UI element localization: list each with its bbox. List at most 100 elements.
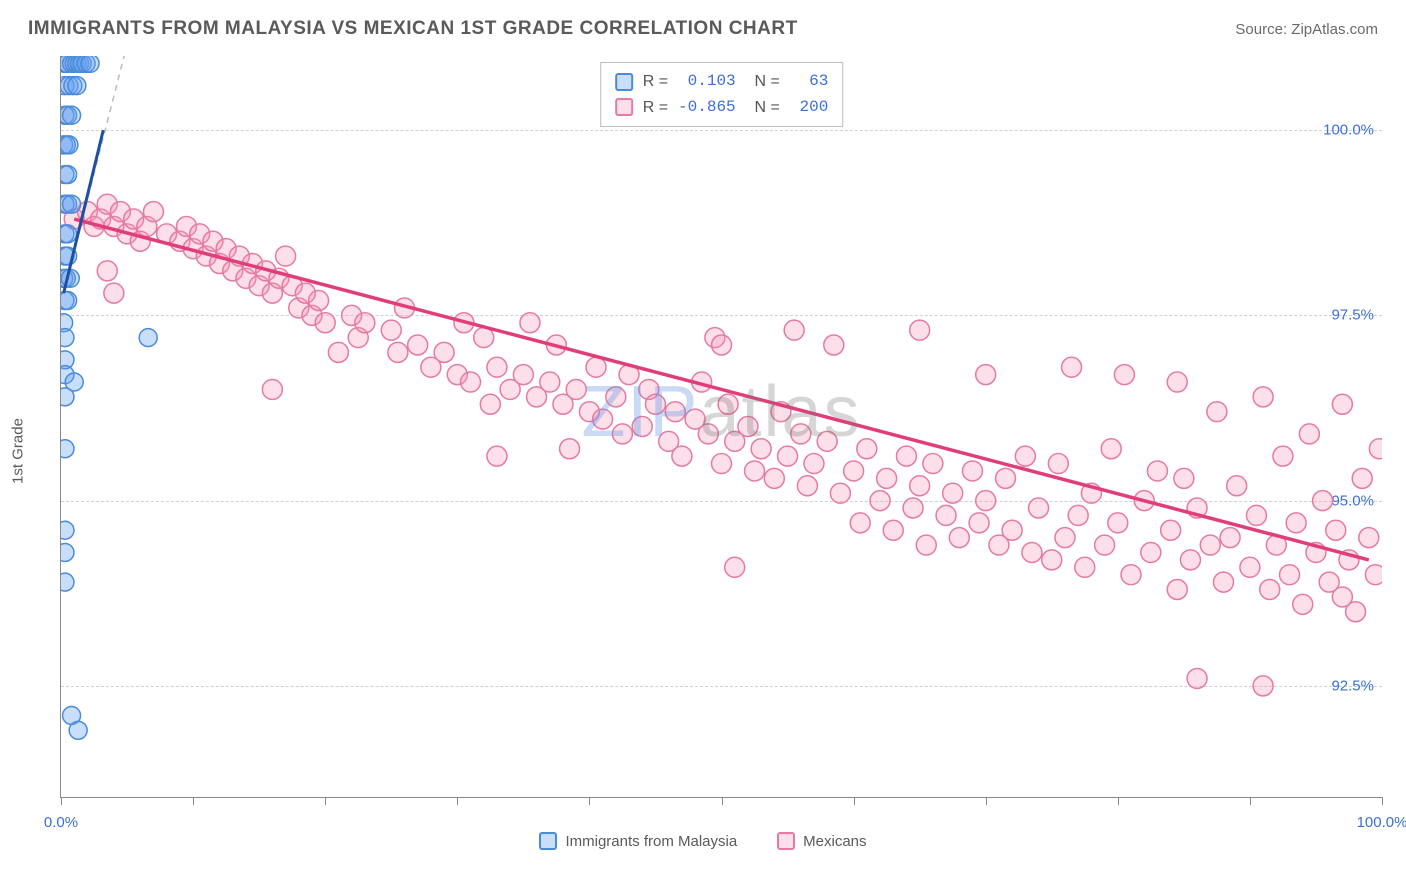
data-point [1029,498,1049,518]
header: IMMIGRANTS FROM MALAYSIA VS MEXICAN 1ST … [0,0,1406,50]
data-point [916,535,936,555]
data-point [104,283,124,303]
data-point [1260,580,1280,600]
x-tick [325,797,326,805]
data-point [1207,402,1227,422]
data-point [1200,535,1220,555]
stats-box: R = 0.103 N = 63R =-0.865 N = 200 [600,62,844,127]
data-point [996,468,1016,488]
legend-bottom: Immigrants from MalaysiaMexicans [24,832,1382,850]
stats-n-label: N = [746,95,780,121]
data-point [381,320,401,340]
stats-row: R = -0.865 N = 200 [615,95,829,121]
data-point [143,202,163,222]
data-point [309,291,329,311]
x-tick [589,797,590,805]
x-tick-label: 0.0% [44,814,78,831]
data-point [434,342,454,362]
data-point [593,409,613,429]
data-point [328,342,348,362]
x-tick [854,797,855,805]
data-point [81,56,99,72]
data-point [315,313,335,333]
data-point [1075,557,1095,577]
data-point [1108,513,1128,533]
legend-swatch [539,832,557,850]
data-point [1220,528,1240,548]
data-point [632,417,652,437]
data-point [784,320,804,340]
stats-n-value: 200 [790,95,828,121]
data-point [1048,454,1068,474]
data-point [1187,668,1207,688]
data-point [1273,446,1293,466]
data-point [830,483,850,503]
data-point [1147,461,1167,481]
chart-area: 1st Grade ZIPatlas R = 0.103 N = 63R =-0… [24,50,1382,852]
data-point [910,320,930,340]
legend-item: Immigrants from Malaysia [539,832,737,850]
data-point [1167,372,1187,392]
data-point [910,476,930,496]
data-point [1141,542,1161,562]
data-point [1062,357,1082,377]
data-point [355,313,375,333]
x-tick [1250,797,1251,805]
data-point [1247,505,1267,525]
data-point [520,313,540,333]
data-point [791,424,811,444]
stats-r-value: -0.865 [678,95,736,121]
data-point [817,431,837,451]
data-point [844,461,864,481]
data-point [61,136,78,154]
data-point [461,372,481,392]
data-point [1095,535,1115,555]
data-point [1369,439,1382,459]
data-point [976,491,996,511]
data-point [943,483,963,503]
data-point [63,195,81,213]
stats-n-label: N = [746,69,780,95]
data-point [1313,491,1333,511]
x-tick [61,797,62,805]
data-point [1240,557,1260,577]
data-point [1042,550,1062,570]
source-label: Source: ZipAtlas.com [1235,21,1378,38]
data-point [1101,439,1121,459]
data-point [1213,572,1233,592]
data-point [262,379,282,399]
stats-r-label: R = [643,95,668,121]
data-point [61,329,74,347]
data-point [1114,365,1134,385]
data-point [1015,446,1035,466]
data-point [738,417,758,437]
x-tick [722,797,723,805]
data-point [857,439,877,459]
y-axis-label: 1st Grade [10,418,27,484]
x-tick [457,797,458,805]
legend-swatch [777,832,795,850]
data-point [61,543,74,561]
data-point [645,394,665,414]
data-point [606,387,626,407]
data-point [969,513,989,533]
data-point [1352,468,1372,488]
data-point [61,225,77,243]
data-point [1365,565,1382,585]
data-point [61,521,74,539]
x-tick-label: 100.0% [1357,814,1406,831]
stats-r-value: 0.103 [678,69,736,95]
data-point [712,335,732,355]
data-point [1280,565,1300,585]
data-point [1055,528,1075,548]
data-point [487,357,507,377]
x-tick [1118,797,1119,805]
data-point [1286,513,1306,533]
data-point [408,335,428,355]
plot-svg [61,56,1382,797]
data-point [68,77,86,95]
data-point [1174,468,1194,488]
data-point [566,379,586,399]
data-point [949,528,969,548]
data-point [870,491,890,511]
